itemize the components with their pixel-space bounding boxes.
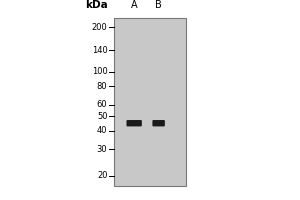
Text: 30: 30 [97,145,107,154]
Text: A: A [131,0,137,10]
Text: B: B [155,0,162,10]
Text: 80: 80 [97,82,107,91]
Text: 40: 40 [97,126,107,135]
Text: 60: 60 [97,100,107,109]
Text: 50: 50 [97,112,107,121]
Text: 100: 100 [92,67,107,76]
Text: 140: 140 [92,46,107,55]
Bar [114,18,186,186]
FancyBboxPatch shape [127,120,142,126]
Text: kDa: kDa [85,0,107,10]
FancyBboxPatch shape [152,120,165,126]
Text: 20: 20 [97,171,107,180]
Text: 200: 200 [92,23,107,32]
